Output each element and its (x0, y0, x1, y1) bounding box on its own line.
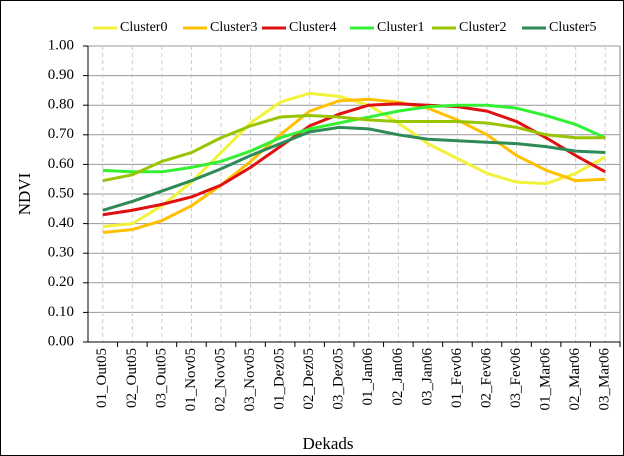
x-tick-label: 03_Out05 (153, 348, 169, 408)
x-tick-label: 01_Jan06 (360, 348, 376, 406)
y-tick-label: 0.50 (48, 185, 74, 201)
x-axis-label: Dekads (303, 434, 354, 453)
series-line (102, 97, 606, 234)
x-tick-label: 03_Mar06 (597, 348, 613, 411)
legend-label: Cluster0 (120, 20, 167, 35)
y-tick-label: 0.90 (48, 67, 74, 83)
x-tick-label: 02_Dez05 (301, 348, 317, 410)
y-tick-label: 0.40 (48, 215, 74, 231)
x-tick-label: 02_Out05 (124, 348, 140, 408)
x-tick-label: 03_Nov05 (242, 348, 258, 411)
y-tick-label: 0.20 (48, 274, 74, 290)
x-tick-label: 01_Mar06 (538, 348, 554, 411)
legend-label: Cluster4 (289, 20, 336, 35)
x-tick-label: 03_Dez05 (331, 348, 347, 410)
x-tick-label: 02_Mar06 (567, 348, 583, 411)
legend-label: Cluster1 (377, 20, 424, 35)
y-tick-label: 0.60 (48, 156, 74, 172)
series-line (102, 114, 606, 183)
legend-label: Cluster5 (549, 20, 596, 35)
x-tick-label: 01_Dez05 (272, 348, 288, 410)
y-tick-label: 0.80 (48, 97, 74, 113)
y-tick-label: 0.10 (48, 304, 74, 320)
y-tick-label: 1.00 (48, 37, 74, 53)
legend-label: Cluster2 (459, 20, 506, 35)
x-tick-label: 01_Nov05 (183, 348, 199, 411)
x-tick-label: 02_Nov05 (212, 348, 228, 411)
x-tick-label: 02_Jan06 (390, 348, 406, 406)
x-tick-label: 03_Fev06 (508, 348, 524, 409)
series-line (102, 102, 606, 217)
y-axis-label: NDVI (15, 172, 34, 215)
x-tick-label: 03_Jan06 (419, 348, 435, 406)
x-tick-label: 02_Fev06 (478, 348, 494, 409)
y-tick-label: 0.30 (48, 245, 74, 261)
y-tick-label: 0.70 (48, 126, 74, 142)
x-tick-label: 01_Out05 (94, 348, 110, 408)
y-tick-label: 0.00 (48, 333, 74, 349)
x-tick-label: 01_Fev06 (449, 348, 465, 409)
legend-label: Cluster3 (210, 20, 257, 35)
series-line (102, 125, 606, 212)
